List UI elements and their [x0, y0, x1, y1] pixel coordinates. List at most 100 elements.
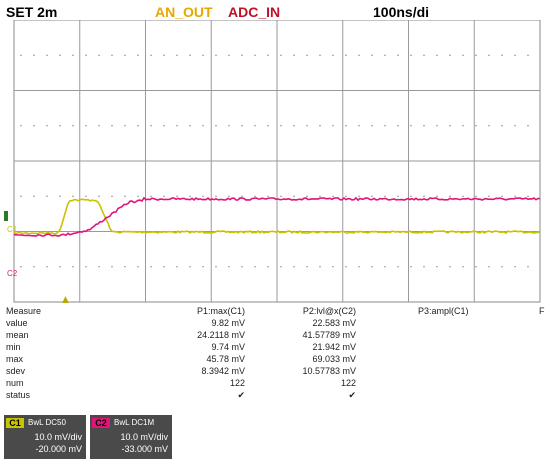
grid-dot	[410, 54, 412, 56]
grid-dot	[46, 125, 48, 127]
p2-value: 41.57789 mV	[302, 330, 356, 340]
grid-dot	[501, 195, 503, 197]
grid-dot	[501, 125, 503, 127]
row-label: sdev	[6, 366, 26, 376]
grid-dot	[358, 54, 360, 56]
grid-dot	[176, 266, 178, 268]
grid-dot	[293, 195, 295, 197]
grid-dot	[20, 195, 22, 197]
row-label: value	[6, 318, 28, 328]
grid-dot	[46, 266, 48, 268]
grid-dot	[267, 195, 269, 197]
grid-dot	[488, 54, 490, 56]
p1-value: 9.74 mV	[211, 342, 245, 352]
grid-dots	[20, 54, 529, 268]
grid-dot	[501, 266, 503, 268]
grid-dot	[280, 54, 282, 56]
grid-dot	[202, 195, 204, 197]
grid-dot	[241, 125, 243, 127]
channel1-scale: 10.0 mV/div	[34, 432, 82, 442]
grid-dot	[46, 195, 48, 197]
grid-dot	[397, 195, 399, 197]
grid-dot	[462, 54, 464, 56]
table-row: num 122 122	[0, 378, 550, 390]
channel-footer: C1 BwL DC50 10.0 mV/div -20.000 mV C2 Bw…	[0, 413, 550, 464]
grid-dot	[20, 125, 22, 127]
grid-dot	[449, 125, 451, 127]
grid-dot	[228, 266, 230, 268]
grid-dot	[215, 54, 217, 56]
grid-dot	[137, 195, 139, 197]
grid-dot	[189, 195, 191, 197]
grid-dot	[280, 266, 282, 268]
grid-dot	[475, 195, 477, 197]
row-label: num	[6, 378, 24, 388]
grid-dot	[254, 195, 256, 197]
grid-dot	[98, 54, 100, 56]
grid-dot	[150, 195, 152, 197]
channel1-ground-marker[interactable]	[4, 211, 8, 221]
grid-dot	[137, 266, 139, 268]
grid-dot	[98, 195, 100, 197]
grid-dot	[319, 195, 321, 197]
grid-dot	[410, 125, 412, 127]
grid-dot	[176, 195, 178, 197]
oscilloscope-display[interactable]: C1 C2 ▲	[4, 20, 546, 303]
grid-dot	[33, 54, 35, 56]
grid-dot	[215, 125, 217, 127]
grid-dot	[345, 266, 347, 268]
grid-dot	[189, 266, 191, 268]
grid-dot	[33, 195, 35, 197]
grid-dot	[371, 125, 373, 127]
p1-value: 122	[229, 378, 245, 388]
grid-dot	[228, 54, 230, 56]
p2-value: 21.942 mV	[312, 342, 356, 352]
grid-dot	[202, 125, 204, 127]
measure-col-p3[interactable]: P3:ampl(C1)	[418, 306, 469, 316]
grid-dot	[215, 195, 217, 197]
grid-dot	[202, 266, 204, 268]
grid-dot	[98, 266, 100, 268]
channel1-coupling: BwL DC50	[28, 418, 66, 427]
measure-col-p1[interactable]: P1:max(C1)	[196, 306, 245, 316]
channel1-trace	[13, 198, 541, 235]
grid-dot	[358, 195, 360, 197]
grid-dot	[371, 195, 373, 197]
p2-status-icon: ✔	[348, 390, 356, 400]
grid-dot	[475, 125, 477, 127]
grid-dot	[423, 195, 425, 197]
table-row: mean 24.2118 mV 41.57789 mV	[0, 330, 550, 342]
grid-dot	[72, 266, 74, 268]
row-label: max	[6, 354, 24, 364]
channel1-tag: C1	[6, 418, 24, 428]
grid-dot	[527, 195, 529, 197]
grid-dot	[306, 54, 308, 56]
grid-dot	[332, 54, 334, 56]
grid-dot	[358, 266, 360, 268]
grid-dot	[345, 125, 347, 127]
channel2-descriptor[interactable]: C2 BwL DC1M 10.0 mV/div -33.000 mV	[90, 415, 172, 459]
p1-value: 8.3942 mV	[201, 366, 245, 376]
grid-dot	[462, 125, 464, 127]
channel1-descriptor[interactable]: C1 BwL DC50 10.0 mV/div -20.000 mV	[4, 415, 86, 459]
grid-dot	[46, 54, 48, 56]
grid-dot	[371, 266, 373, 268]
grid-dot	[124, 195, 126, 197]
grid-dot	[306, 195, 308, 197]
grid-dot	[59, 195, 61, 197]
grid-dot	[332, 125, 334, 127]
grid-dot	[124, 266, 126, 268]
grid-dot	[384, 125, 386, 127]
measure-header-row: Measure P1:max(C1) P2:lvl@x(C2) P3:ampl(…	[0, 306, 550, 318]
table-row: sdev 8.3942 mV 10.57783 mV	[0, 366, 550, 378]
grid-dot	[384, 54, 386, 56]
channel2-coupling: BwL DC1M	[114, 418, 155, 427]
channel2-name: ADC_IN	[228, 4, 281, 20]
measure-col-p4[interactable]: F	[539, 306, 545, 316]
grid-dot	[254, 125, 256, 127]
grid-dot	[111, 54, 113, 56]
grid-dot	[423, 266, 425, 268]
measure-col-p2[interactable]: P2:lvl@x(C2)	[302, 306, 356, 316]
trigger-marker-icon[interactable]: ▲	[62, 295, 69, 303]
grid-dot	[111, 125, 113, 127]
